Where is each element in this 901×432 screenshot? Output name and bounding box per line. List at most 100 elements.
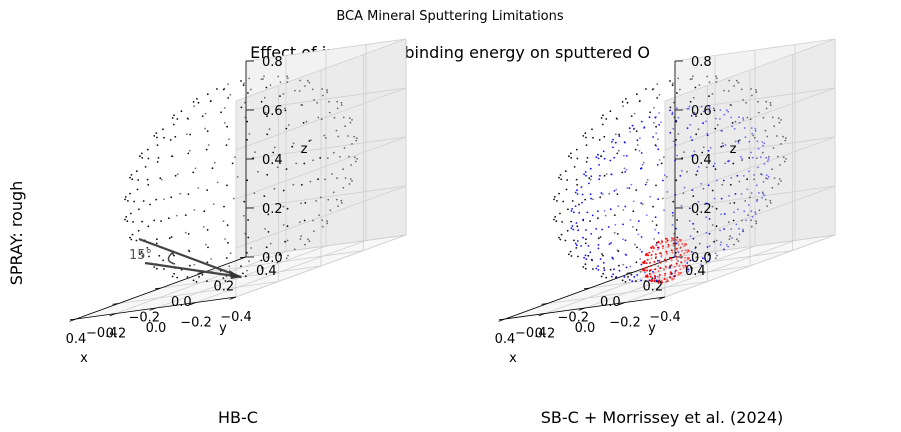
y-tick: [541, 303, 548, 305]
data-point: [591, 214, 594, 217]
data-point: [588, 177, 591, 180]
data-point: [680, 261, 683, 264]
data-point: [742, 228, 744, 231]
grid-line: [245, 234, 407, 258]
data-point: [216, 88, 218, 90]
data-point: [760, 173, 763, 176]
data-point: [707, 184, 710, 187]
data-point: [602, 150, 605, 153]
data-point: [721, 183, 724, 186]
data-point: [156, 136, 158, 139]
data-point: [708, 105, 710, 108]
data-point: [652, 247, 655, 249]
data-point: [738, 180, 741, 183]
data-point: [655, 145, 658, 147]
data-point: [339, 155, 341, 158]
data-point: [225, 144, 228, 147]
data-point: [665, 260, 668, 263]
data-point: [222, 220, 225, 223]
data-point: [712, 165, 715, 168]
data-point: [658, 273, 661, 276]
data-point: [124, 218, 126, 221]
data-point: [315, 200, 318, 202]
data-point: [201, 115, 204, 117]
data-point: [140, 250, 143, 253]
data-point: [728, 221, 730, 224]
data-point: [194, 167, 197, 170]
data-point: [625, 266, 628, 269]
data-point: [771, 168, 773, 171]
data-point: [761, 141, 764, 143]
data-point: [577, 229, 580, 232]
data-point: [716, 124, 719, 126]
data-point: [692, 210, 695, 212]
data-point: [266, 133, 269, 136]
data-point: [558, 176, 560, 179]
data-point: [570, 220, 572, 223]
data-point: [576, 157, 579, 160]
z-tick-label: 0.4: [262, 153, 283, 168]
data-point: [692, 195, 695, 198]
data-point: [573, 239, 575, 242]
data-point: [714, 127, 717, 130]
data-point: [723, 213, 726, 215]
data-point: [684, 256, 686, 259]
data-point: [176, 173, 179, 176]
data-point: [738, 233, 741, 236]
data-point: [605, 118, 608, 120]
data-point: [677, 116, 680, 119]
data-point: [664, 265, 667, 268]
data-point: [662, 156, 665, 159]
row-label: SPRAY: rough: [7, 181, 26, 286]
data-point: [611, 173, 613, 176]
data-point: [765, 177, 767, 180]
data-point: [719, 109, 722, 111]
data-point: [669, 276, 672, 279]
data-point: [691, 154, 694, 157]
data-point: [657, 232, 660, 234]
data-point: [621, 279, 624, 282]
data-point: [652, 122, 655, 124]
data-point: [652, 271, 655, 274]
data-point: [321, 219, 324, 222]
data-point: [702, 122, 704, 125]
data-point: [709, 146, 712, 149]
data-point: [636, 139, 639, 142]
data-point: [766, 178, 769, 180]
data-point: [632, 200, 635, 203]
data-point: [705, 166, 708, 169]
data-point: [351, 119, 353, 121]
data-point: [286, 225, 289, 228]
data-point: [160, 178, 163, 181]
data-point: [708, 218, 711, 220]
data-point: [131, 233, 134, 236]
data-point: [715, 77, 718, 80]
data-point: [312, 219, 314, 222]
data-point: [613, 268, 615, 271]
data-point: [679, 268, 682, 271]
data-point: [227, 83, 230, 85]
panel-sb-c: −0.4−0.20.00.20.4 −0.4−0.20.00.20.40.00.2…: [495, 38, 836, 366]
data-point: [153, 135, 156, 137]
data-point: [683, 252, 686, 255]
data-point: [746, 188, 749, 191]
data-point: [700, 105, 703, 108]
data-point: [677, 243, 680, 246]
data-point: [640, 120, 643, 123]
data-point: [616, 193, 619, 196]
data-point: [227, 97, 230, 99]
data-point: [657, 270, 660, 272]
data-point: [618, 135, 621, 138]
data-point: [247, 92, 249, 94]
data-point: [655, 184, 657, 187]
data-point: [592, 198, 594, 201]
data-point: [765, 174, 768, 177]
data-point: [351, 143, 353, 145]
data-point: [741, 157, 743, 160]
data-point: [637, 220, 640, 223]
data-point: [669, 273, 672, 276]
grid-line: [235, 234, 407, 298]
data-point: [705, 261, 708, 264]
data-point: [691, 259, 694, 262]
data-point: [625, 155, 628, 157]
